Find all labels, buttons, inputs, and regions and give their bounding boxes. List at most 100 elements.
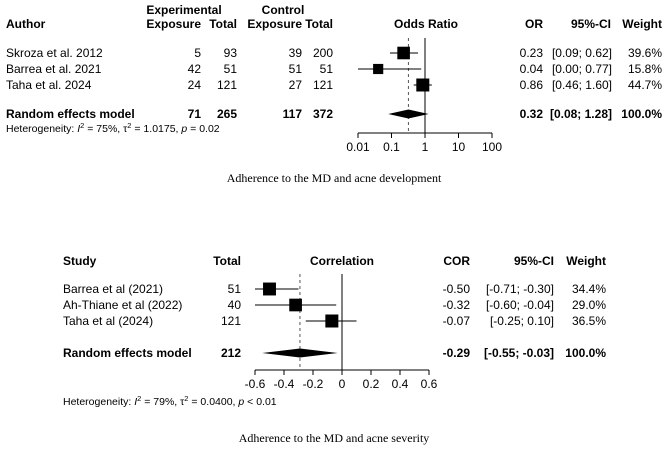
x-axis-tick-label: 0.2 [363, 377, 380, 391]
header-odds-ratio: Odds Ratio [394, 17, 458, 31]
study-ci: [-0.71; -0.30] [486, 282, 554, 296]
heterogeneity-tau-value: = 0.0400, [188, 396, 238, 408]
heterogeneity-text: Heterogeneity: I2 = 79%, τ2 = 0.0400, p … [63, 394, 277, 408]
x-axis-tick-label: 0 [339, 377, 346, 391]
summary-total-experimental: 265 [217, 107, 237, 121]
study-or: 0.04 [520, 62, 544, 76]
summary-total-control: 372 [313, 107, 333, 121]
header-weight: Weight [566, 254, 606, 268]
header-exposure-control: Exposure [247, 17, 302, 31]
summary-diamond [388, 109, 429, 119]
x-axis-tick-label: 1 [422, 140, 429, 154]
summary-total: 212 [221, 346, 241, 360]
study-box [373, 63, 384, 75]
heterogeneity-p-symbol: p [237, 396, 244, 408]
x-axis-tick-label: -0.6 [245, 377, 266, 391]
x-axis-tick-label: -0.4 [274, 377, 295, 391]
x-axis-tick-label: 100 [482, 140, 502, 154]
header-correlation: Correlation [310, 254, 374, 268]
exposure-control: 51 [289, 62, 303, 76]
x-axis-tick-label: 0.6 [421, 377, 438, 391]
study-total: 40 [228, 298, 242, 312]
heterogeneity-i2-value: = 75%, [84, 123, 123, 135]
caption-severity: Adherence to the MD and acne severity [239, 431, 430, 445]
study-row: Barrea et al (2021) 51 -0.50 [-0.71; -0.… [63, 282, 606, 296]
total-control: 121 [313, 78, 333, 92]
summary-or: 0.32 [520, 107, 544, 121]
study-name: Taha et al (2024) [63, 314, 153, 328]
header-ci: 95%-CI [514, 254, 554, 268]
summary-ci: [-0.55; -0.03] [484, 346, 554, 360]
total-control: 51 [320, 62, 334, 76]
x-axis-tick-label: 0.01 [346, 140, 370, 154]
x-axis-tick-label: 10 [452, 140, 466, 154]
x-axis-tick-label: -0.2 [303, 377, 324, 391]
study-weight: 34.4% [572, 282, 606, 296]
header-group-control: Control [262, 3, 305, 17]
heterogeneity-prefix: Heterogeneity: [6, 123, 77, 135]
heterogeneity-i2-symbol: I [134, 396, 137, 408]
study-box [289, 298, 302, 312]
exposure-experimental: 5 [194, 46, 201, 60]
exposure-control: 27 [289, 78, 303, 92]
study-box [263, 282, 276, 296]
heterogeneity-tau-value: = 1.0175, [131, 123, 181, 135]
x-axis-tick-label: 0.4 [392, 377, 409, 391]
study-name: Ah-Thiane et al (2022) [63, 298, 182, 312]
study-row: Skroza et al. 2012 5 93 39 200 0.23 [0.0… [6, 46, 662, 60]
heterogeneity-tau-symbol: τ [123, 123, 128, 135]
study-total: 121 [221, 314, 241, 328]
summary-exposure-control: 117 [283, 107, 303, 121]
study-ci: [0.09; 0.62] [552, 46, 612, 60]
header-study: Study [63, 254, 97, 268]
heterogeneity-tau-symbol: τ [180, 396, 185, 408]
summary-name: Random effects model [63, 346, 192, 360]
study-weight: 15.8% [628, 62, 662, 76]
forest-plot-development: Experimental Control Author Exposure Tot… [6, 3, 662, 185]
study-weight: 36.5% [572, 314, 606, 328]
plot-area-odds-ratio: 0.01 0.1 1 10 100 [346, 38, 502, 154]
summary-diamond [262, 348, 338, 358]
study-row: Taha et al (2024) 121 -0.07 [-0.25; 0.10… [63, 314, 606, 328]
study-name: Barrea et al. 2021 [6, 62, 102, 76]
heterogeneity-prefix: Heterogeneity: [63, 396, 134, 408]
study-box [416, 78, 430, 92]
header-weight: Weight [622, 17, 662, 31]
heterogeneity-p-symbol: p [180, 123, 187, 135]
exposure-control: 39 [289, 46, 303, 60]
study-cor: -0.50 [443, 282, 471, 296]
summary-cor: -0.29 [443, 346, 471, 360]
study-row: Ah-Thiane et al (2022) 40 -0.32 [-0.60; … [63, 298, 606, 312]
plot-area-correlation: -0.6 -0.4 -0.2 0 0.2 0.4 0.6 [245, 274, 438, 391]
x-axis-tick-label: 0.1 [383, 140, 400, 154]
heterogeneity-i2-value: = 79%, [141, 396, 180, 408]
header-ci: 95%-CI [571, 17, 611, 31]
summary-row: Random effects model 71 265 117 372 0.32… [6, 107, 662, 121]
summary-weight: 100.0% [621, 107, 662, 121]
header-author: Author [6, 17, 46, 31]
study-row: Taha et al. 2024 24 121 27 121 0.86 [0.4… [6, 78, 662, 92]
study-name: Skroza et al. 2012 [6, 46, 103, 60]
exposure-experimental: 42 [188, 62, 202, 76]
study-weight: 29.0% [572, 298, 606, 312]
caption-development: Adherence to the MD and acne development [227, 171, 442, 185]
header-or: OR [525, 17, 543, 31]
summary-name: Random effects model [6, 107, 135, 121]
total-experimental: 121 [217, 78, 237, 92]
heterogeneity-text: Heterogeneity: I2 = 75%, τ2 = 1.0175, p … [6, 121, 220, 135]
study-cor: -0.07 [443, 314, 471, 328]
header-total: Total [213, 254, 241, 268]
study-row: Barrea et al. 2021 42 51 51 51 0.04 [0.0… [6, 62, 662, 76]
heterogeneity-i2-symbol: I [77, 123, 80, 135]
study-ci: [-0.60; -0.04] [486, 298, 554, 312]
study-weight: 44.7% [628, 78, 662, 92]
header-cor: COR [443, 254, 470, 268]
study-ci: [-0.25; 0.10] [490, 314, 554, 328]
study-ci: [0.00; 0.77] [552, 62, 612, 76]
study-box [397, 46, 410, 60]
forest-plot-severity: Study Total Correlation COR 95%-CI Weigh… [63, 254, 606, 445]
study-ci: [0.46; 1.60] [552, 78, 612, 92]
summary-ci: [0.08; 1.28] [550, 107, 612, 121]
